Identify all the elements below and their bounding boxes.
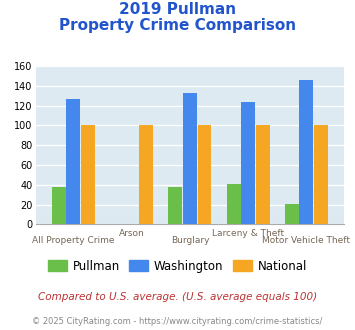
Text: Arson: Arson	[119, 229, 144, 238]
Text: All Property Crime: All Property Crime	[32, 236, 115, 245]
Text: Property Crime Comparison: Property Crime Comparison	[59, 18, 296, 33]
Bar	[183, 93, 197, 224]
Bar	[300, 80, 313, 224]
Bar	[52, 187, 66, 224]
Bar	[81, 125, 95, 224]
Text: Burglary: Burglary	[171, 236, 209, 245]
Bar	[66, 99, 80, 224]
Text: Motor Vehicle Theft: Motor Vehicle Theft	[262, 236, 350, 245]
Text: © 2025 CityRating.com - https://www.cityrating.com/crime-statistics/: © 2025 CityRating.com - https://www.city…	[32, 317, 323, 326]
Bar	[314, 125, 328, 224]
Text: 2019 Pullman: 2019 Pullman	[119, 2, 236, 16]
Text: Compared to U.S. average. (U.S. average equals 100): Compared to U.S. average. (U.S. average …	[38, 292, 317, 302]
Legend: Pullman, Washington, National: Pullman, Washington, National	[43, 255, 312, 278]
Bar	[256, 125, 270, 224]
Bar	[285, 204, 299, 224]
Bar	[139, 125, 153, 224]
Text: Larceny & Theft: Larceny & Theft	[212, 229, 284, 238]
Bar	[197, 125, 212, 224]
Bar	[168, 187, 182, 224]
Bar	[226, 184, 241, 224]
Bar	[241, 102, 255, 224]
